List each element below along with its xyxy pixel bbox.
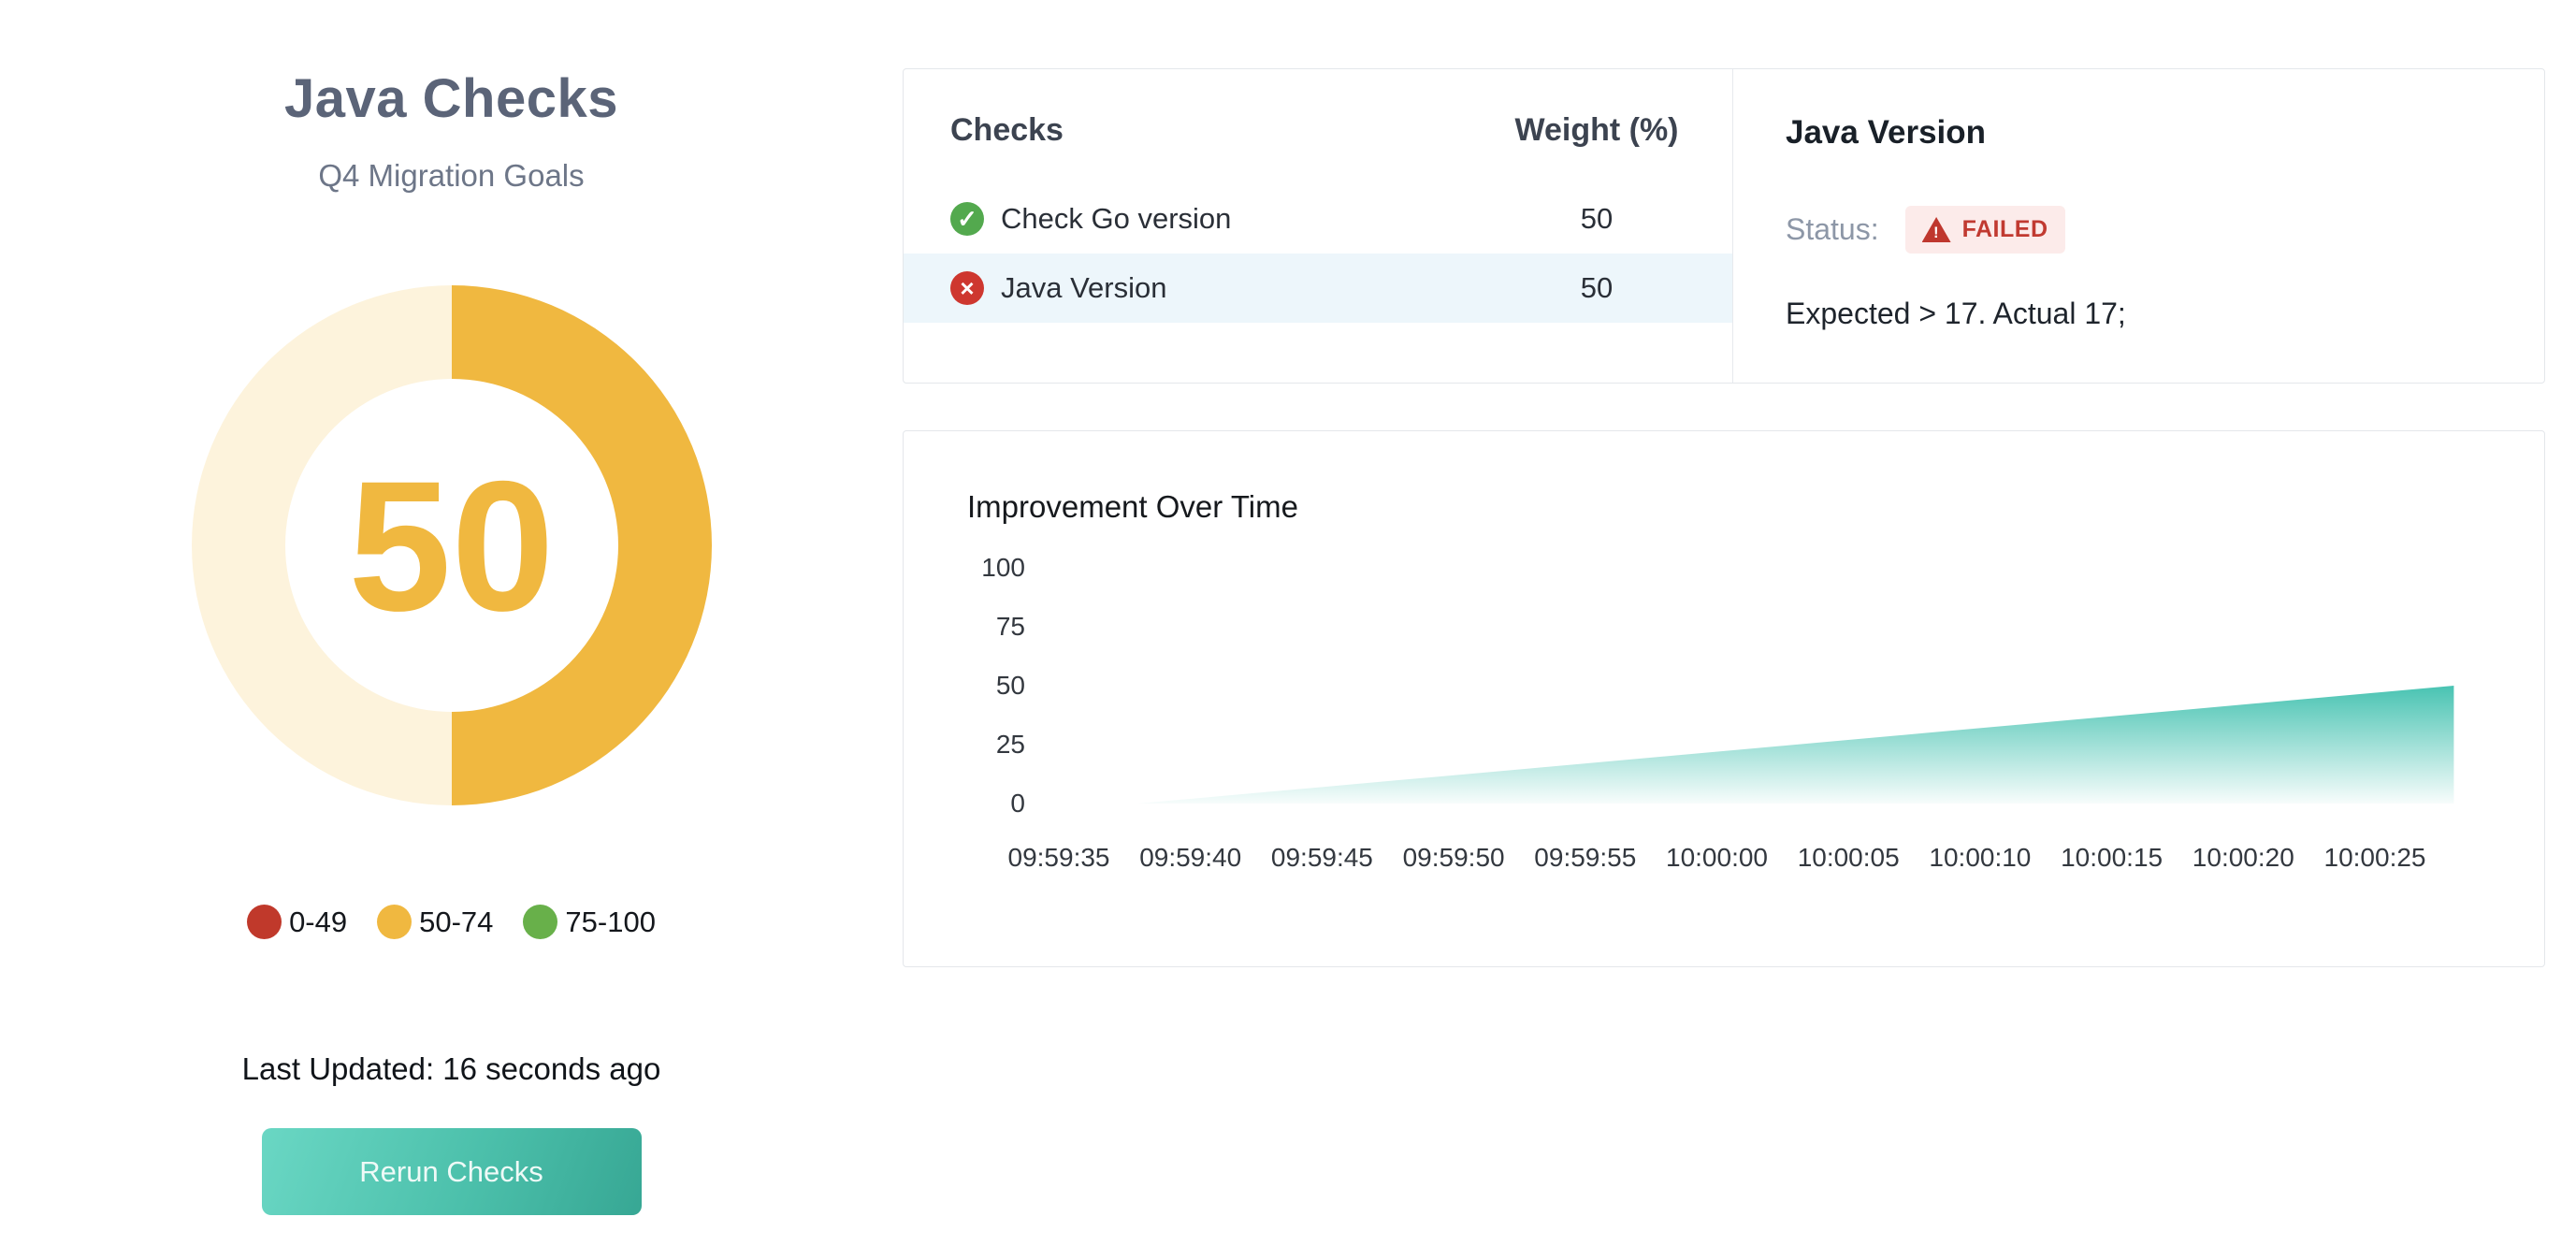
x-tick: 09:59:50 bbox=[1402, 843, 1505, 872]
warning-icon bbox=[1921, 217, 1951, 242]
status-row: Status: FAILED bbox=[1786, 206, 2492, 254]
column-header-weight: Weight (%) bbox=[1514, 112, 1679, 148]
plot-region bbox=[1059, 568, 2496, 804]
summary-panel: Java Checks Q4 Migration Goals 50 0-49 5… bbox=[0, 0, 903, 1246]
x-tick: 10:00:25 bbox=[2323, 843, 2426, 872]
legend-label: 50-74 bbox=[419, 905, 494, 938]
legend-item-mid: 50-74 bbox=[377, 905, 493, 939]
check-detail-title: Java Version bbox=[1786, 114, 1987, 151]
legend-dot bbox=[377, 905, 412, 939]
y-tick: 0 bbox=[1010, 789, 1025, 818]
legend-item-high: 75-100 bbox=[523, 905, 656, 939]
chart-area: 100 75 50 25 0 bbox=[950, 553, 2497, 819]
details-panel: Checks Weight (%) ✓ Check Go version 50 … bbox=[903, 0, 2576, 1246]
check-weight: 50 bbox=[1580, 271, 1614, 304]
x-tick: 10:00:00 bbox=[1666, 843, 1768, 872]
page-subtitle: Q4 Migration Goals bbox=[318, 158, 585, 193]
check-name: Check Go version bbox=[1001, 202, 1232, 235]
chart-title: Improvement Over Time bbox=[967, 489, 1298, 524]
last-updated-text: Last Updated: 16 seconds ago bbox=[241, 1051, 661, 1086]
column-header-checks: Checks bbox=[950, 112, 1064, 148]
legend-label: 0-49 bbox=[289, 905, 348, 938]
x-axis: 09:59:35 09:59:40 09:59:45 09:59:50 09:5… bbox=[1008, 843, 2496, 882]
check-weight: 50 bbox=[1580, 202, 1614, 235]
table-row[interactable]: ✓ Check Go version 50 bbox=[904, 184, 1732, 254]
improvement-area-chart bbox=[1137, 686, 2454, 804]
gauge-ring bbox=[191, 285, 712, 805]
checks-table-header: Checks Weight (%) bbox=[904, 112, 1732, 149]
legend-label: 75-100 bbox=[565, 905, 656, 938]
legend-dot bbox=[523, 905, 558, 939]
score-legend: 0-49 50-74 75-100 bbox=[247, 905, 656, 939]
checks-table: Checks Weight (%) ✓ Check Go version 50 … bbox=[904, 69, 1733, 383]
y-tick: 25 bbox=[995, 730, 1025, 759]
y-tick: 75 bbox=[995, 612, 1025, 641]
table-row-selected[interactable]: × Java Version 50 bbox=[904, 254, 1732, 323]
status-badge: FAILED bbox=[1904, 206, 2065, 254]
x-tick: 10:00:20 bbox=[2192, 843, 2294, 872]
score-gauge: 50 bbox=[191, 285, 712, 805]
improvement-chart-card: Improvement Over Time 100 75 50 25 0 bbox=[903, 430, 2545, 967]
x-tick: 09:59:55 bbox=[1534, 843, 1637, 872]
y-tick: 50 bbox=[995, 671, 1025, 700]
x-tick: 10:00:10 bbox=[1929, 843, 2032, 872]
y-axis: 100 75 50 25 0 bbox=[950, 553, 1025, 819]
x-tick: 09:59:35 bbox=[1007, 843, 1110, 872]
status-badge-label: FAILED bbox=[1961, 216, 2048, 242]
check-fail-icon: × bbox=[950, 271, 984, 305]
status-label: Status: bbox=[1786, 212, 1879, 246]
check-name-cell: × Java Version bbox=[950, 271, 1508, 305]
page-title: Java Checks bbox=[284, 68, 618, 129]
x-tick: 09:59:40 bbox=[1139, 843, 1242, 872]
legend-item-low: 0-49 bbox=[247, 905, 347, 939]
gauge-value: 50 bbox=[348, 442, 555, 649]
checks-table-rows: ✓ Check Go version 50 × Java Version 50 bbox=[904, 184, 1732, 323]
x-tick: 09:59:45 bbox=[1270, 843, 1373, 872]
check-name: Java Version bbox=[1001, 271, 1167, 304]
x-tick: 10:00:05 bbox=[1797, 843, 1900, 872]
legend-dot bbox=[247, 905, 282, 939]
rerun-checks-button[interactable]: Rerun Checks bbox=[261, 1128, 642, 1215]
x-tick: 10:00:15 bbox=[2061, 843, 2164, 872]
check-pass-icon: ✓ bbox=[950, 202, 984, 236]
check-name-cell: ✓ Check Go version bbox=[950, 202, 1508, 236]
y-tick: 100 bbox=[981, 553, 1025, 582]
check-detail-pane: Java Version Status: FAILED Expected > 1… bbox=[1733, 69, 2544, 383]
check-detail-message: Expected > 17. Actual 17; bbox=[1786, 297, 2126, 330]
area-series bbox=[1137, 686, 2454, 804]
checks-card: Checks Weight (%) ✓ Check Go version 50 … bbox=[903, 68, 2545, 384]
